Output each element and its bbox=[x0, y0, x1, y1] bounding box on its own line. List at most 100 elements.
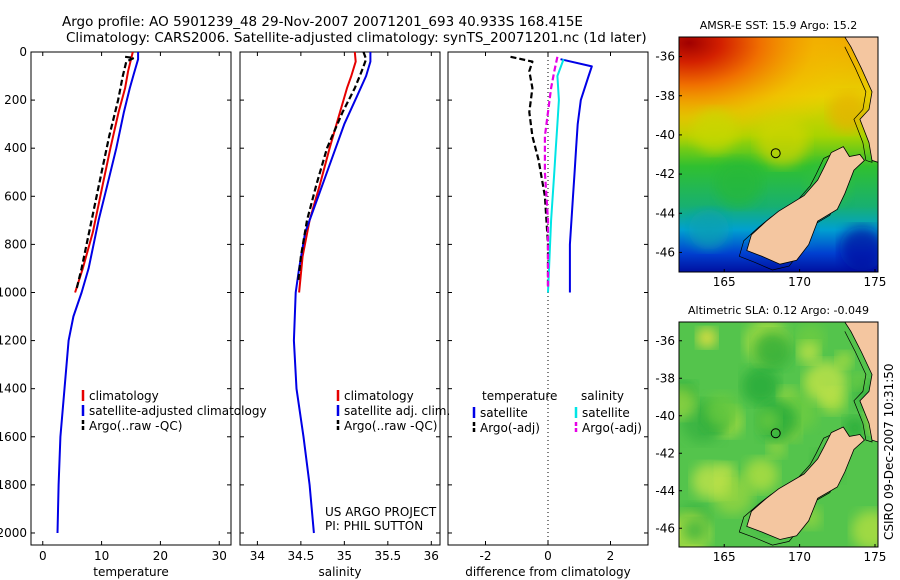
y-tick-label: -46 bbox=[655, 521, 675, 535]
panel-frame bbox=[30, 51, 232, 546]
sla-patch bbox=[797, 341, 821, 364]
y-tick-label: -40 bbox=[655, 409, 675, 423]
sla-patch bbox=[804, 360, 848, 404]
sla-patch bbox=[679, 386, 697, 420]
y-tick-label: -44 bbox=[655, 484, 675, 498]
x-tick-label: 170 bbox=[788, 275, 811, 289]
series-line-satellite-adjusted-climatology bbox=[56, 52, 140, 534]
x-tick-label: 175 bbox=[864, 550, 887, 564]
sst-patch bbox=[688, 209, 729, 250]
panel-frame bbox=[447, 51, 649, 546]
map-field bbox=[679, 322, 878, 547]
y-tick-label: -42 bbox=[655, 446, 675, 460]
land-north-island bbox=[844, 322, 878, 443]
y-tick-label: -38 bbox=[655, 89, 675, 103]
sla-patch bbox=[683, 519, 707, 542]
series-line-climatology bbox=[74, 52, 134, 293]
plot-area bbox=[510, 52, 593, 545]
argo-float-marker bbox=[770, 428, 781, 439]
series-line-argo-raw-qc- bbox=[75, 55, 135, 291]
series-line-salinity-argo-adj- bbox=[543, 56, 559, 288]
x-tick-label: 170 bbox=[788, 550, 811, 564]
profile-panel-2: 34 34.5 35 35.5 36 salinity climatologysatelli… bbox=[239, 51, 450, 579]
y-tick-label: -40 bbox=[655, 128, 675, 142]
sla-patch bbox=[843, 416, 867, 440]
x-tick-label: 30 bbox=[212, 549, 227, 563]
y-tick-label: -38 bbox=[655, 371, 675, 385]
legend-entry: satellite-adjusted climatology bbox=[89, 404, 267, 418]
sla-patch bbox=[766, 438, 787, 458]
legend-entry: Argo(..raw -QC) bbox=[89, 419, 182, 433]
map-title: AMSR-E SST: 15.9 Argo: 15.2 bbox=[700, 19, 858, 32]
sst-patch bbox=[692, 109, 737, 153]
depth-contour bbox=[738, 152, 858, 271]
sla-patch bbox=[835, 351, 853, 369]
sla-patch bbox=[691, 463, 728, 499]
x-tick-label: 34.5 bbox=[288, 549, 315, 563]
legend: temperature salinitysatelliteArgo(-adj)sa… bbox=[472, 389, 642, 435]
legend-heading: temperature bbox=[482, 389, 557, 403]
map-panel-1: AMSR-E SST: 15.9 Argo: 15.2 165 170 175 -36 -… bbox=[655, 19, 886, 289]
x-tick-label: 35 bbox=[337, 549, 352, 563]
depth-contour bbox=[738, 432, 858, 546]
series-line-temperature-satellite bbox=[560, 58, 593, 293]
sla-patch bbox=[753, 331, 792, 370]
sla-patch bbox=[851, 510, 878, 547]
profile-panel-3: -2 0 2 difference from climatology temperatu… bbox=[447, 51, 649, 579]
series-line-salinity-satellite bbox=[547, 58, 565, 293]
legend-entry: satellite adj. clim. bbox=[344, 404, 450, 418]
y-tick-label: -36 bbox=[655, 334, 675, 348]
map-field bbox=[679, 37, 878, 272]
y-tick-label: -46 bbox=[655, 245, 675, 259]
legend-entry: Argo(..raw -QC) bbox=[344, 419, 437, 433]
x-tick-label: 34 bbox=[250, 549, 265, 563]
legend-entry: satellite bbox=[480, 406, 528, 420]
y-tick-label: -36 bbox=[655, 50, 675, 64]
x-tick-label: 0 bbox=[544, 549, 552, 563]
x-axis-label: temperature bbox=[93, 565, 168, 579]
x-tick-label: 165 bbox=[713, 275, 736, 289]
figure-title-line2: Climatology: CARS2006. Satellite-adjuste… bbox=[66, 30, 647, 46]
x-axis-label: difference from climatology bbox=[465, 565, 631, 579]
map-frame bbox=[678, 321, 879, 548]
sla-patch bbox=[849, 373, 866, 390]
y-tick-label: 200 bbox=[4, 93, 27, 107]
sla-patch bbox=[696, 327, 717, 348]
y-tick-label: 1600 bbox=[0, 430, 27, 444]
y-tick-label: 1000 bbox=[0, 285, 27, 299]
series-line-satellite-adj-clim- bbox=[292, 52, 372, 534]
figure-title-line1: Argo profile: AO 5901239_48 29-Nov-2007 … bbox=[62, 14, 583, 30]
y-tick-label: 1800 bbox=[0, 478, 27, 492]
sst-patch bbox=[828, 92, 869, 133]
land-north-island bbox=[844, 37, 878, 163]
y-tick-label: 600 bbox=[4, 189, 27, 203]
x-tick-label: 175 bbox=[864, 275, 887, 289]
legend-entry: Argo(-adj) bbox=[480, 421, 540, 435]
sst-patch bbox=[756, 114, 809, 167]
x-tick-label: 10 bbox=[94, 549, 109, 563]
x-tick-label: 0 bbox=[39, 549, 47, 563]
timestamp-stamp: CSIRO 09-Dec-2007 10:31:50 bbox=[882, 363, 896, 540]
y-tick-label: -44 bbox=[655, 206, 675, 220]
sst-patch bbox=[840, 226, 878, 271]
y-tick-label: 400 bbox=[4, 141, 27, 155]
land-south-island bbox=[746, 426, 865, 540]
legend-entry: Argo(-adj) bbox=[582, 421, 642, 435]
series-line-temperature-argo-adj- bbox=[510, 55, 550, 288]
map-panel-2: Altimetric SLA: 0.12 Argo: -0.049 165 170 1… bbox=[655, 304, 887, 564]
series-line-argo-raw-qc- bbox=[297, 52, 368, 281]
project-note-line2: PI: PHIL SUTTON bbox=[325, 519, 423, 533]
legend-heading: salinity bbox=[581, 389, 624, 403]
argo-float-marker bbox=[770, 148, 781, 159]
legend-entry: climatology bbox=[344, 389, 414, 403]
y-tick-label: 1400 bbox=[0, 382, 27, 396]
sla-patch bbox=[743, 458, 779, 493]
legend-entry: climatology bbox=[89, 389, 159, 403]
plot-area bbox=[292, 52, 372, 534]
map-frame bbox=[678, 36, 879, 273]
x-tick-label: 20 bbox=[153, 549, 168, 563]
plot-area bbox=[56, 52, 140, 534]
y-tick-label: 800 bbox=[4, 237, 27, 251]
